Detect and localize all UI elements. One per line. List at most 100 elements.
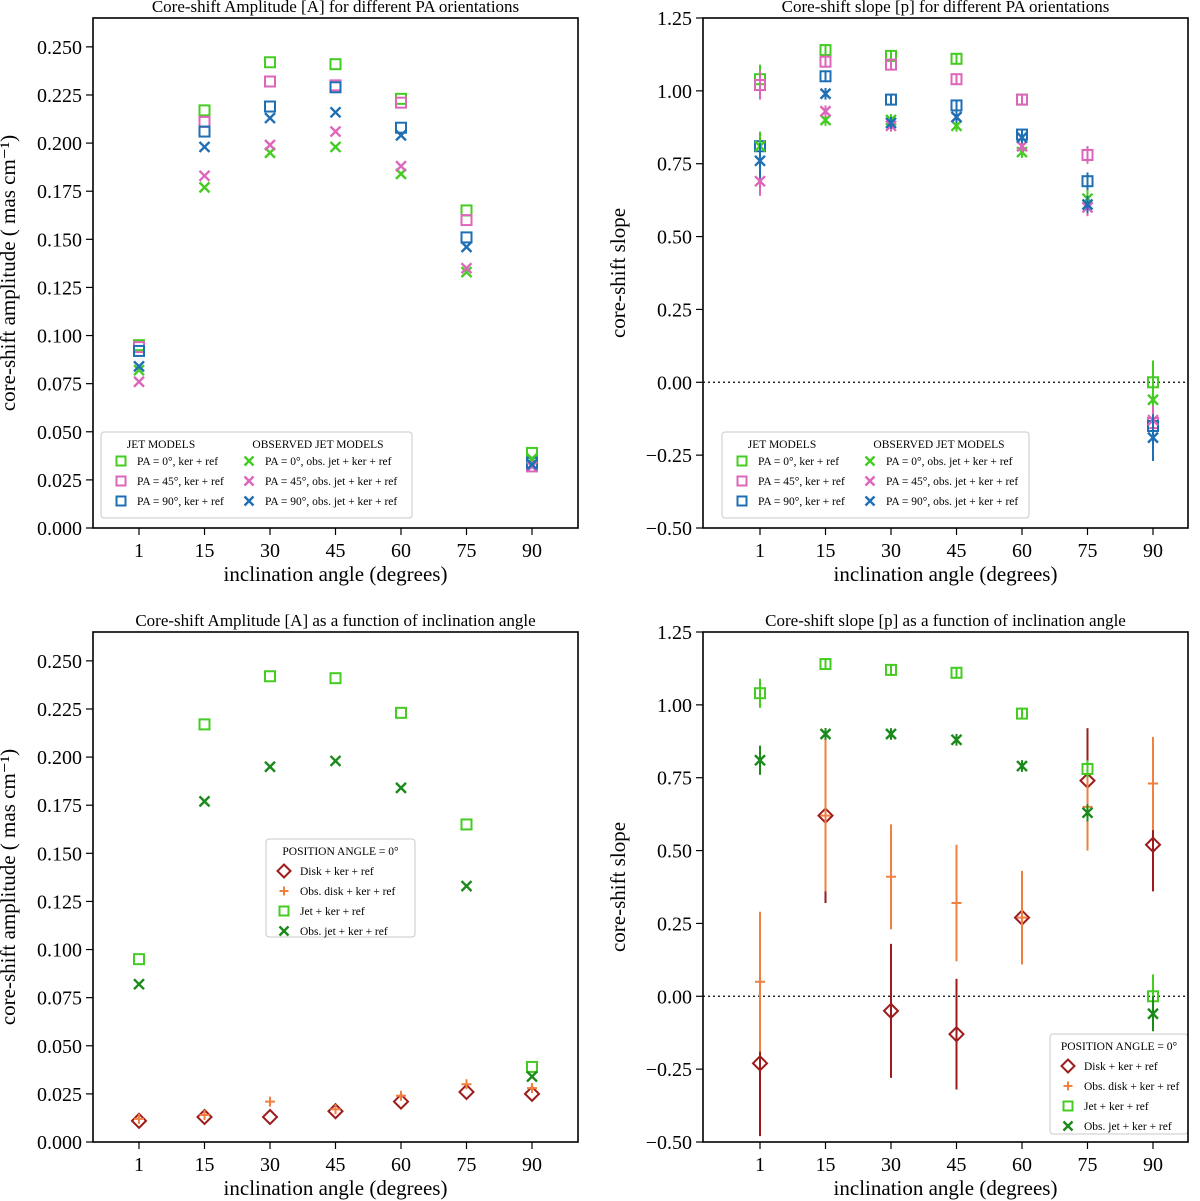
data-point xyxy=(133,375,145,388)
legend-marker xyxy=(278,925,290,937)
data-point xyxy=(460,266,473,278)
data-point xyxy=(460,880,473,892)
legend-label: Obs. disk + ker + ref xyxy=(300,886,396,898)
y-tick-label: 0.200 xyxy=(37,747,82,769)
data-point xyxy=(819,114,832,126)
legend-marker xyxy=(243,475,255,487)
y-tick-label: 0.200 xyxy=(37,133,82,155)
series-4 xyxy=(133,125,538,473)
y-tick-label: 0.125 xyxy=(37,891,82,913)
axes-frame xyxy=(702,17,1189,529)
data-point xyxy=(133,364,145,377)
series-1 xyxy=(134,1079,537,1124)
x-tick-label: 75 xyxy=(1078,1154,1098,1176)
data-point xyxy=(198,718,211,731)
data-point xyxy=(460,262,473,275)
data-point xyxy=(396,1090,406,1101)
y-tick-label: 0.025 xyxy=(37,1084,82,1106)
y-axis-label: core-shift slope xyxy=(606,208,630,338)
legend-label: PA = 90°, obs. jet + ker + ref xyxy=(886,496,1018,508)
y-axis-label: core-shift amplitude ( mas cm⁻¹) xyxy=(0,749,20,1025)
y-tick-label: 0.000 xyxy=(37,518,82,540)
data-point xyxy=(523,1085,541,1103)
legend-label: PA = 45°, ker + ref xyxy=(758,476,845,488)
data-point xyxy=(392,1093,410,1110)
y-tick-label: 1.00 xyxy=(657,695,692,717)
data-point xyxy=(1016,140,1028,153)
x-tick-label: 30 xyxy=(881,540,901,562)
y-tick-label: 0.100 xyxy=(37,326,82,348)
series-3 xyxy=(754,728,1159,1032)
y-tick-label: −0.25 xyxy=(646,445,692,467)
data-point xyxy=(950,666,963,679)
y-tick-label: 0.125 xyxy=(37,277,82,299)
legend-header: OBSERVED JET MODELS xyxy=(252,439,383,451)
data-point xyxy=(395,706,407,719)
data-point xyxy=(460,204,473,217)
y-tick-label: 0.225 xyxy=(37,699,82,721)
series-1 xyxy=(133,75,538,473)
y-tick-label: 0.225 xyxy=(37,85,82,107)
data-point xyxy=(261,1108,279,1126)
data-point xyxy=(754,79,766,92)
legend-label: PA = 90°, obs. jet + ker + ref xyxy=(265,496,397,508)
legend-marker xyxy=(276,863,292,879)
legend-label: PA = 45°, obs. jet + ker + ref xyxy=(265,476,397,488)
legend-marker xyxy=(278,905,290,917)
axes-frame xyxy=(92,631,579,1143)
y-tick-label: 0.150 xyxy=(37,229,82,251)
legend-marker xyxy=(864,495,876,507)
legend-label: PA = 45°, ker + ref xyxy=(137,476,224,488)
data-point xyxy=(133,360,145,373)
data-point xyxy=(950,733,963,746)
series-3 xyxy=(754,114,1159,418)
y-tick-label: 0.025 xyxy=(37,470,82,492)
data-point xyxy=(329,58,342,71)
y-tick-label: 0.25 xyxy=(657,299,692,321)
legend-label: PA = 0°, ker + ref xyxy=(137,456,218,468)
legend: JET MODELS OBSERVED JET MODELS PA = 0°, ke… xyxy=(721,431,1030,519)
data-point xyxy=(329,125,342,138)
x-axis-label: inclination angle (degrees) xyxy=(834,1176,1058,1200)
legend-label: PA = 45°, obs. jet + ker + ref xyxy=(886,476,1018,488)
x-tick-label: 45 xyxy=(947,540,967,562)
x-tick-label: 75 xyxy=(457,540,477,562)
data-point xyxy=(526,1060,538,1073)
x-axis-label: inclination angle (degrees) xyxy=(224,562,448,586)
data-point xyxy=(1147,393,1159,406)
data-point xyxy=(198,104,211,117)
data-point xyxy=(951,898,962,909)
legend-frame xyxy=(100,431,413,519)
data-point xyxy=(885,117,897,129)
y-tick-label: 0.250 xyxy=(37,651,82,673)
data-point xyxy=(1016,93,1028,106)
x-tick-label: 30 xyxy=(260,540,280,562)
data-point xyxy=(198,115,211,128)
data-point xyxy=(885,663,897,676)
legend-header: POSITION ANGLE = 0° xyxy=(282,846,399,858)
legend: JET MODELS OBSERVED JET MODELS PA = 0°, ke… xyxy=(100,431,413,519)
y-tick-label: 0.050 xyxy=(37,422,82,444)
data-point xyxy=(754,175,766,188)
data-point xyxy=(329,81,342,94)
x-tick-label: 90 xyxy=(1143,1154,1163,1176)
legend-marker xyxy=(115,475,127,487)
legend-label: PA = 90°, ker + ref xyxy=(137,496,224,508)
data-point xyxy=(395,129,407,142)
x-tick-label: 15 xyxy=(816,1154,836,1176)
legend-label: Disk + ker + ref xyxy=(300,866,374,878)
data-point xyxy=(950,99,963,112)
data-point xyxy=(133,953,145,966)
data-point xyxy=(199,1110,210,1121)
data-point xyxy=(264,100,276,113)
data-point xyxy=(755,976,765,987)
data-point xyxy=(885,728,897,740)
x-tick-label: 45 xyxy=(326,1154,346,1176)
series-2 xyxy=(133,670,538,1073)
data-point xyxy=(1081,148,1094,161)
x-tick-label: 15 xyxy=(195,540,215,562)
data-point xyxy=(264,760,276,773)
data-point xyxy=(1148,778,1158,789)
data-point xyxy=(461,1079,472,1090)
